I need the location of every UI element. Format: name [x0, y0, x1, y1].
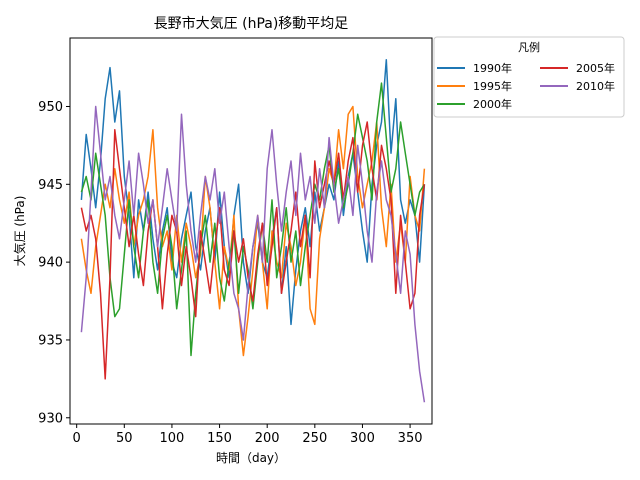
legend-label-4: 2010年 [576, 79, 615, 93]
x-tick-label-0: 0 [73, 431, 81, 446]
x-tick-label-1: 50 [116, 431, 133, 446]
y-tick-label-2: 940 [38, 256, 63, 271]
y-tick-label-3: 945 [38, 178, 63, 193]
x-tick-label-5: 250 [302, 431, 327, 446]
x-tick-label-7: 350 [398, 431, 423, 446]
y-tick-label-0: 930 [38, 411, 63, 426]
legend-label-3: 2005年 [576, 61, 615, 75]
chart-title: 長野市大気圧 (hPa)移動平均足 [154, 15, 349, 32]
legend-label-2: 2000年 [473, 97, 512, 111]
x-tick-label-6: 300 [350, 431, 375, 446]
x-axis-label: 時間（day） [216, 451, 286, 465]
legend-title: 凡例 [518, 40, 540, 54]
y-axis-label: 大気圧 (hPa) [12, 196, 27, 267]
legend: 凡例 1990年 1995年 2000年 2005年 2010年 [434, 37, 624, 117]
y-tick-label-4: 950 [38, 100, 63, 115]
x-tick-label-4: 200 [255, 431, 280, 446]
x-tick-label-3: 150 [207, 431, 232, 446]
y-tick-label-1: 935 [38, 333, 63, 348]
legend-label-1: 1995年 [473, 79, 512, 93]
x-tick-label-2: 100 [160, 431, 185, 446]
legend-label-0: 1990年 [473, 61, 512, 75]
